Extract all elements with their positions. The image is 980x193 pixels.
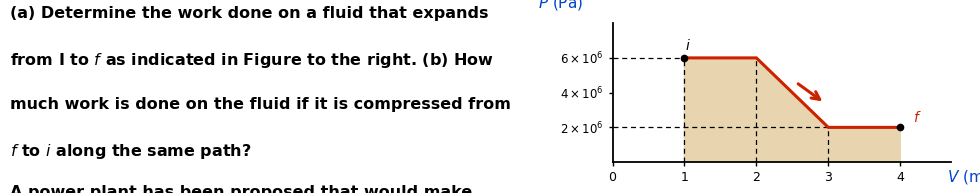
Text: from I to $\it{f}$ as indicated in Figure to the right. (b) How: from I to $\it{f}$ as indicated in Figur… (11, 51, 495, 70)
X-axis label: $\it{V}$ (m$^3$): $\it{V}$ (m$^3$) (0, 192, 1, 193)
Text: $\it{f}$ to $\it{i}$ along the same path?: $\it{f}$ to $\it{i}$ along the same path… (11, 142, 252, 161)
Y-axis label: $\it{P}$ (Pa): $\it{P}$ (Pa) (0, 192, 1, 193)
Polygon shape (684, 58, 901, 162)
Text: (a) Determine the work done on a fluid that expands: (a) Determine the work done on a fluid t… (11, 6, 489, 21)
Text: $\it{P}$ (Pa): $\it{P}$ (Pa) (538, 0, 583, 12)
Text: $f$: $f$ (913, 110, 922, 125)
Text: $i$: $i$ (685, 38, 691, 53)
Text: A power plant has been proposed that would make: A power plant has been proposed that wou… (11, 185, 472, 193)
Text: much work is done on the fluid if it is compressed from: much work is done on the fluid if it is … (11, 96, 512, 112)
Text: $\it{V}$ (m$^3$): $\it{V}$ (m$^3$) (947, 167, 980, 187)
